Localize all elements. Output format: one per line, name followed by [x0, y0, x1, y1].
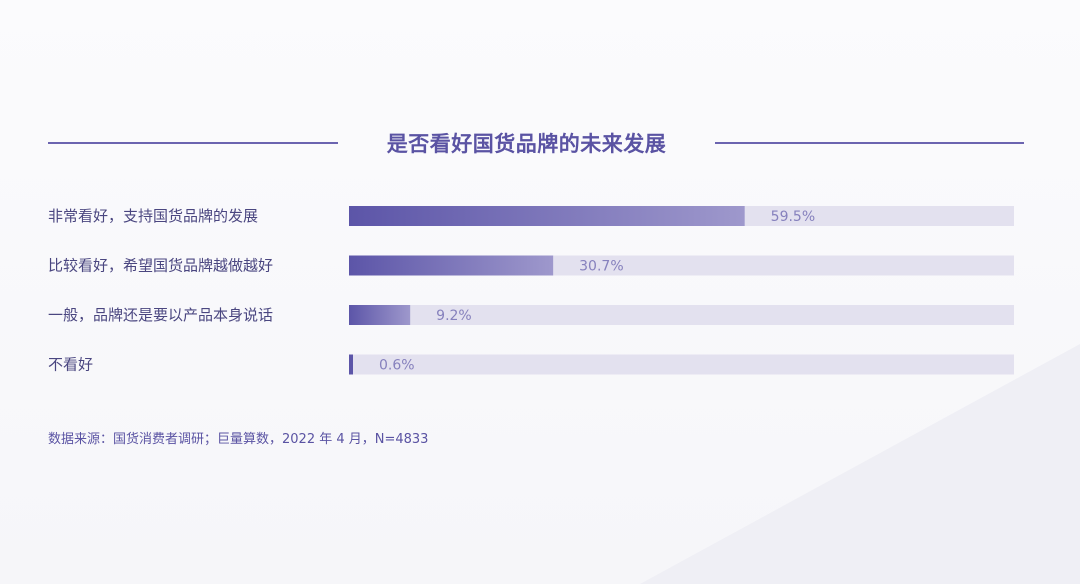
category-label: 不看好: [48, 356, 93, 374]
category-label: 一般，品牌还是要以产品本身说话: [48, 306, 273, 324]
value-label: 59.5%: [771, 209, 815, 225]
value-label: 9.2%: [436, 308, 472, 324]
title-rule-right: [715, 142, 1024, 144]
bar: [349, 255, 554, 276]
bar: [349, 354, 353, 375]
bar: [349, 305, 411, 325]
value-label: 30.7%: [579, 259, 623, 275]
bar-track: [349, 305, 1014, 325]
title-rule-left: [48, 142, 338, 144]
bar: [349, 206, 745, 226]
chart-title: 是否看好国货品牌的未来发展: [386, 132, 667, 156]
data-source-note: 数据来源：国货消费者调研；巨量算数，2022 年 4 月，N=4833: [48, 432, 429, 447]
bar-track: [349, 354, 1014, 375]
value-label: 0.6%: [379, 358, 415, 374]
chart-header: 是否看好国货品牌的未来发展: [48, 124, 1024, 164]
category-label: 非常看好，支持国货品牌的发展: [48, 207, 258, 225]
category-label: 比较看好，希望国货品牌越做越好: [48, 257, 273, 275]
background-triangle: [640, 344, 1080, 584]
